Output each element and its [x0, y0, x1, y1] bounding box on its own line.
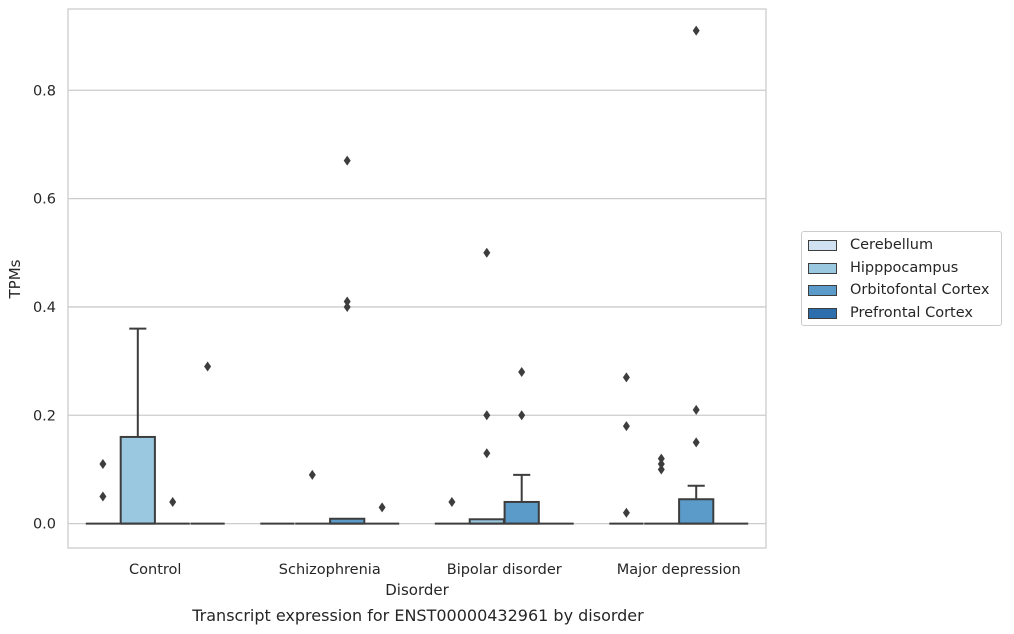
outlier-point [99, 459, 107, 470]
box-mark [295, 469, 330, 525]
legend-label: Orbitofontal Cortex [850, 282, 990, 298]
outlier-point [657, 453, 665, 464]
box-body [503, 500, 540, 525]
box-mark [119, 327, 156, 525]
legend-item-hippocampus: Hipppocampus [808, 258, 958, 278]
legend-swatch [808, 239, 837, 251]
outlier-point [483, 410, 491, 421]
outlier-point [657, 459, 665, 470]
box-mark [190, 361, 225, 525]
outlier-point [518, 410, 526, 421]
outlier-point [518, 366, 526, 377]
legend-swatch [808, 284, 837, 296]
outlier-point [343, 296, 351, 307]
box-mark [364, 502, 400, 525]
outlier-point [622, 507, 630, 518]
plot-frame [67, 8, 767, 549]
y-tick-label: 0.4 [33, 300, 56, 316]
y-tick-label: 0.8 [33, 83, 56, 99]
box-mark [678, 25, 715, 525]
outlier-point [204, 361, 212, 372]
box-mark [155, 496, 190, 525]
outlier-point [622, 372, 630, 383]
outlier-point [692, 25, 700, 36]
legend-item-orbitofrontal-cortex: Orbitofontal Cortex [808, 280, 989, 300]
box-mark [468, 247, 505, 525]
box-mark [85, 459, 121, 525]
box-mark [609, 372, 644, 525]
outlier-point [448, 496, 456, 507]
chart-caption: Transcript expression for ENST0000043296… [192, 606, 644, 625]
y-tick-label: 0.2 [33, 408, 56, 424]
legend-item-prefrontal-cortex: Prefrontal Cortex [808, 303, 973, 323]
legend-label: Prefrontal Cortex [850, 305, 973, 321]
y-axis-ticks: 0.0 0.2 0.4 0.6 0.8 [33, 83, 56, 532]
x-tick-label: Bipolar disorder [447, 562, 562, 578]
outlier-point [692, 404, 700, 415]
legend: Cerebellum Hipppocampus Orbitofontal Cor… [801, 231, 1002, 326]
x-axis-ticks: Control Schizophrenia Bipolar disorder Majo… [129, 562, 741, 578]
box-mark [434, 496, 470, 525]
outlier-point [483, 247, 491, 258]
legend-swatch [808, 307, 837, 319]
box-body [119, 435, 156, 525]
outlier-point [657, 464, 665, 475]
legend-label: Hipppocampus [850, 260, 959, 276]
outlier-point [692, 437, 700, 448]
y-tick-label: 0.0 [33, 517, 56, 533]
legend-item-cerebellum: Cerebellum [808, 235, 933, 255]
box-mark [644, 453, 679, 525]
outlier-point [378, 502, 386, 513]
x-axis-label: Disorder [385, 581, 449, 599]
outlier-point [169, 496, 177, 507]
outlier-point [483, 448, 491, 459]
box-series [85, 25, 749, 525]
legend-label: Cerebellum [850, 237, 934, 253]
y-tick-label: 0.6 [33, 192, 56, 208]
x-tick-label: Schizophrenia [279, 562, 381, 578]
legend-swatch [808, 262, 837, 274]
outlier-point [343, 301, 351, 312]
outlier-point [99, 491, 107, 502]
x-tick-label: Control [129, 562, 181, 578]
y-axis-label: TPMs [6, 259, 24, 299]
outlier-point [622, 421, 630, 432]
box-mark [329, 155, 366, 525]
x-tick-label: Major depression [617, 562, 741, 578]
box-body [678, 498, 715, 525]
outlier-point [308, 469, 316, 480]
outlier-point [343, 155, 351, 166]
box-mark [503, 366, 540, 525]
